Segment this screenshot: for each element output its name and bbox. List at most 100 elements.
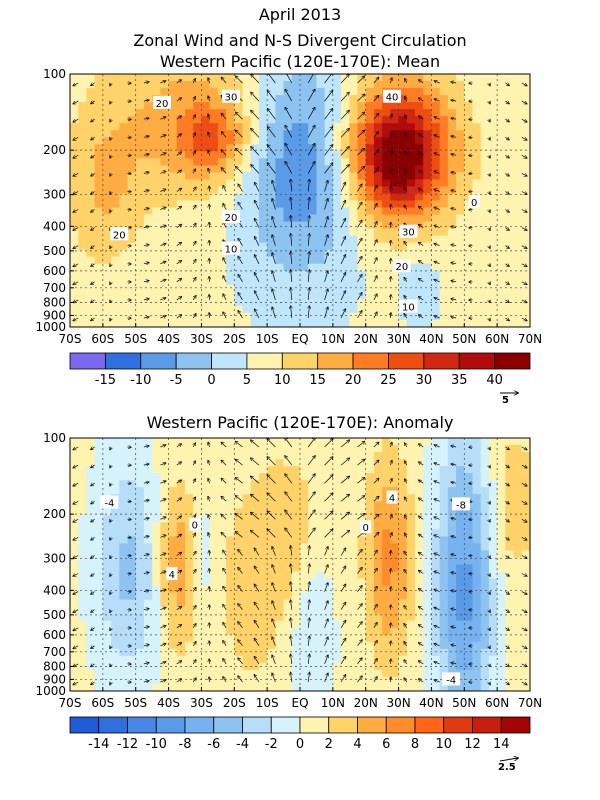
panel-anomaly-colorbar-label: 4: [353, 737, 361, 752]
panel-anomaly-y-tick-label: 500: [43, 608, 66, 622]
panel-mean-colorbar-swatch: [104, 352, 142, 370]
panel-anomaly-colorbar-label: 0: [296, 737, 304, 752]
panel-mean-x-tick-label: 70S: [59, 332, 82, 346]
panel-mean-contour-labels: 20 30 20 20 10 40 30 20 10 0: [110, 89, 480, 314]
panel-anomaly-x-tick-label: 10S: [256, 696, 279, 710]
panel-mean-x-axis: 70S 60S 50S 40S 30S 20S 10S EQ 10N 20N 30N 40N 50N 60…: [59, 323, 542, 346]
panel-anomaly-y-tick-label: 300: [43, 552, 66, 566]
panel-anomaly-contour-label: -4: [100, 495, 119, 510]
panel-anomaly-contour-label: 0: [189, 517, 201, 532]
panel-anomaly-y-tick-label: 700: [43, 645, 66, 659]
panel-mean-title: Western Pacific (120E-170E): Mean: [160, 52, 440, 71]
panel-anomaly-colorbar-swatch: [69, 716, 100, 734]
panel-anomaly-contour-label: 4: [386, 490, 398, 505]
panel-mean-vectors: [73, 74, 527, 321]
panel-mean-colorbar-swatch: [494, 352, 531, 370]
panel-mean-colorbar-label: -15: [95, 373, 116, 388]
panel-mean-x-tick-label: 20S: [223, 332, 246, 346]
panel-anomaly-y-tick-label: 900: [43, 672, 66, 686]
panel-mean-colorbar-swatch: [140, 352, 177, 370]
panel-anomaly-contour-label: -4: [442, 672, 461, 686]
panel-anomaly-colorbar-label: 6: [382, 737, 390, 752]
panel-mean-colorbar-label: 30: [416, 373, 433, 388]
panel-anomaly-colorbar-swatch: [184, 716, 215, 734]
panel-anomaly-vector-reference-label: 2.5: [498, 762, 516, 773]
panel-mean-colorbar-label: 25: [380, 373, 397, 388]
panel-mean-colorbar-label: 20: [345, 373, 362, 388]
svg-text:10: 10: [402, 303, 415, 314]
svg-text:20: 20: [395, 262, 408, 273]
panel-mean-colorbar-swatch: [281, 352, 319, 370]
panel-mean-x-tick-label: 70N: [518, 332, 542, 346]
panel-anomaly-contour-label: 0: [360, 520, 372, 534]
panel-mean-contour-label: 30: [222, 89, 240, 104]
panel-mean-y-tick-label: 800: [43, 295, 66, 309]
panel-anomaly-colorbar-swatch: [213, 716, 243, 734]
panel-mean-colorbar-label: 5: [243, 373, 251, 388]
svg-text:10: 10: [225, 245, 238, 256]
panel-anomaly-x-tick-label: 50N: [452, 696, 476, 710]
panel-anomaly-x-tick-label: 40S: [157, 696, 180, 710]
panel-mean-vector-reference: 5: [500, 393, 518, 406]
panel-anomaly-colorbar-swatch: [127, 716, 157, 734]
panel-anomaly-colorbar-swatch: [270, 716, 301, 734]
panel-mean-x-tick-label: 40S: [157, 332, 180, 346]
panel-anomaly-colorbar-swatch: [472, 716, 502, 734]
panel-mean-y-tick-label: 1000: [35, 320, 66, 334]
panel-mean-colorbar-swatch: [458, 352, 496, 370]
panel-mean-contour-label: 20: [392, 259, 411, 273]
panel-mean-vector-reference-label: 5: [502, 395, 509, 406]
svg-text:30: 30: [225, 93, 238, 104]
panel-anomaly-colorbar-swatch: [443, 716, 473, 734]
svg-text:20: 20: [156, 99, 169, 110]
svg-text:40: 40: [386, 93, 399, 104]
panel-anomaly-y-tick-label: 200: [43, 507, 66, 521]
panel-mean-y-tick-label: 400: [43, 219, 66, 233]
panel-anomaly-x-tick-label: 30N: [386, 696, 410, 710]
panel-mean-contour-label: 0: [468, 194, 480, 209]
panel-mean-y-tick-label: 100: [43, 67, 66, 81]
panel-anomaly-y-tick-label: 600: [43, 628, 66, 642]
panel-mean-x-tick-label: 10S: [256, 332, 279, 346]
panel-mean-contour-label: 40: [383, 89, 401, 104]
panel-mean-x-tick-label: EQ: [291, 332, 308, 346]
panel-anomaly-colorbar-label: 10: [435, 737, 452, 752]
panel-anomaly-colorbar-swatch: [357, 716, 387, 734]
panel-mean-y-tick-label: 300: [43, 188, 66, 202]
panel-anomaly-x-tick-label: 70S: [59, 696, 82, 710]
panel-mean-colorbar-label: 15: [309, 373, 326, 388]
panel-anomaly-colorbar-label: -6: [207, 737, 220, 752]
panel-anomaly-colorbar-swatch: [328, 716, 358, 734]
panel-mean-colorbar: -15 -10 -5 0 5 10 15 20 25 30 35 40: [69, 352, 531, 388]
panel-anomaly-contour-label: 4: [166, 567, 178, 581]
panel-anomaly-colorbar-label: -4: [236, 737, 249, 752]
panel-anomaly-colorbar-label: 8: [411, 737, 419, 752]
panel-anomaly-plot: -4 0 4 4 0 -8 -4 70S 60S 50S 40S 30S 20S 10S EQ 10N 20N…: [35, 431, 542, 710]
panel-anomaly-vectors: [73, 438, 527, 685]
panel-anomaly-x-tick-label: 40N: [419, 696, 443, 710]
panel-anomaly-colorbar-swatch: [299, 716, 330, 734]
panel-mean-x-tick-label: 10N: [321, 332, 345, 346]
panel-mean-colorbar-label: 35: [451, 373, 468, 388]
panel-anomaly-colorbar-swatch: [98, 716, 128, 734]
panel-mean-y-tick-label: 200: [43, 143, 66, 157]
svg-text:0: 0: [471, 198, 477, 209]
panel-mean-grid: [70, 74, 530, 327]
panel-mean-colorbar-swatch: [317, 352, 354, 370]
panel-mean-x-tick-label: 30N: [386, 332, 410, 346]
panel-mean-x-tick-label: 20N: [354, 332, 378, 346]
panel-mean-x-tick-label: 40N: [419, 332, 443, 346]
panel-anomaly-contour-labels: -4 0 4 4 0 -8 -4: [100, 490, 470, 686]
panel-anomaly-y-tick-label: 400: [43, 583, 66, 597]
panel-anomaly-x-axis: 70S 60S 50S 40S 30S 20S 10S EQ 10N 20N 30N 40N 50N 60…: [59, 687, 542, 710]
panel-mean-contour-label: 20: [153, 95, 171, 110]
panel-mean-y-tick-label: 900: [43, 308, 66, 322]
panel-mean-contour-label: 10: [222, 241, 240, 256]
panel-mean-colorbar-swatch: [246, 352, 283, 370]
panel-mean-x-tick-label: 60N: [485, 332, 509, 346]
panel-anomaly-x-tick-label: 60N: [485, 696, 509, 710]
panel-mean-colorbar-swatch: [211, 352, 248, 370]
